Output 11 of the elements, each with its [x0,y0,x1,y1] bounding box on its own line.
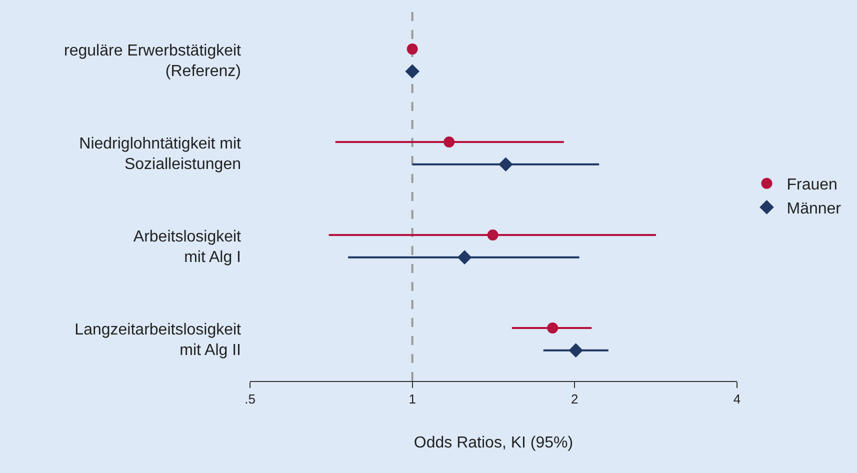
x-tick-label: 1 [408,392,416,407]
y-tick-label: Niedriglohntätigkeit mit Sozialleistungen [79,135,242,174]
x-tick-label: 2 [571,392,578,407]
y-tick-label: Arbeitslosigkeit mit Alg I [133,228,242,266]
y-tick-label: reguläre Erwerbstätigkeit (Referenz) [64,42,242,80]
x-tick-label: 4 [733,392,741,407]
x-axis-title: Odds Ratios, KI (95%) [414,434,574,452]
legend-label: Frauen [786,176,838,194]
legend-label: Männer [786,200,842,218]
y-tick-label: Langzeitarbeitslosigkeit mit Alg II [74,321,242,360]
x-tick-label: .5 [244,392,256,407]
